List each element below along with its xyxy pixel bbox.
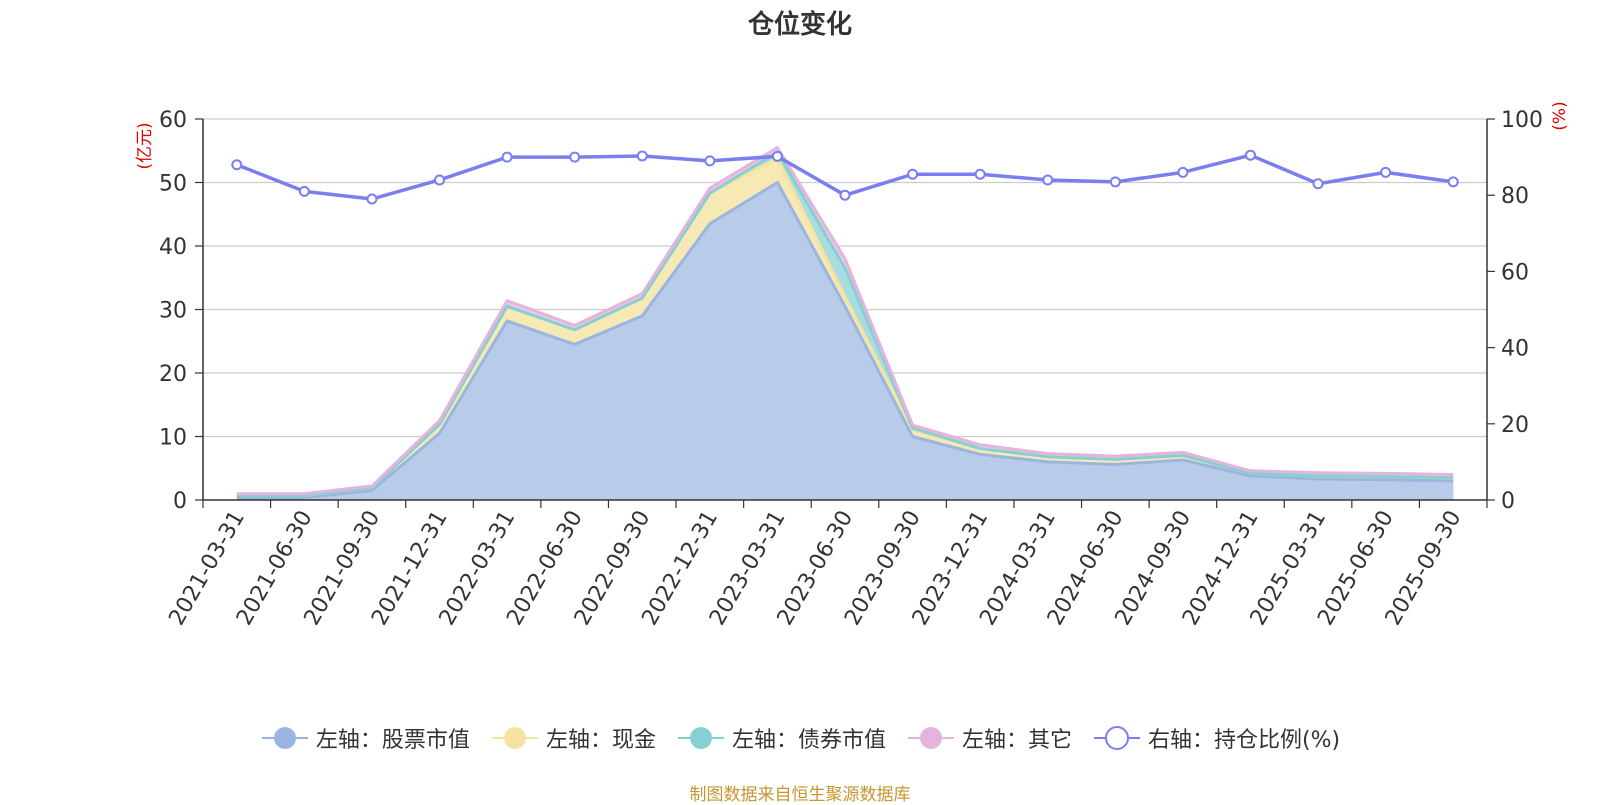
ratio-point	[1244, 149, 1256, 161]
legend-label: 左轴：债券市值	[731, 728, 886, 753]
right-axis-unit: (%)	[1550, 101, 1570, 130]
left-axis-tick-label: 60	[159, 108, 187, 133]
ratio-point	[231, 159, 243, 171]
ratio-point	[366, 193, 378, 205]
legend-swatch-icon	[261, 727, 308, 749]
legend-label: 右轴：持仓比例(%)	[1147, 728, 1341, 753]
left-axis-tick-label: 20	[159, 362, 187, 387]
legend-item[interactable]: 左轴：债券市值	[676, 722, 886, 754]
ratio-point	[1177, 166, 1189, 178]
legend-swatch-marker	[1104, 726, 1129, 750]
left-axis-tick-label: 10	[159, 426, 187, 451]
legend-item[interactable]: 左轴：其它	[906, 722, 1072, 754]
legend-item[interactable]: 左轴：现金	[490, 722, 656, 754]
right-axis-tick-label: 100	[1501, 108, 1543, 133]
legend-label: 左轴：股票市值	[315, 728, 470, 753]
right-axis-tick-label: 80	[1501, 184, 1529, 209]
legend-label: 左轴：现金	[545, 728, 656, 753]
legend-swatch-marker	[503, 727, 526, 749]
legend-label: 左轴：其它	[961, 728, 1072, 753]
ratio-point	[839, 189, 851, 201]
chart-legend: 左轴：股票市值 左轴：现金 左轴：债券市值 左轴：其它 右轴：持仓比例(%)	[0, 722, 1600, 754]
ratio-point	[704, 155, 716, 167]
chart-plot: 0102030405060020406080100(亿元)(%)2021-03-…	[135, 101, 1570, 629]
right-axis-tick-label: 0	[1501, 489, 1515, 514]
ratio-point	[434, 174, 446, 186]
left-axis-tick-label: 40	[159, 235, 187, 260]
ratio-point	[907, 168, 919, 180]
ratio-point	[1312, 178, 1324, 190]
area-0	[236, 182, 1454, 500]
area-line-2	[236, 150, 1454, 498]
source-note: 制图数据来自恒生聚源数据库	[689, 785, 911, 805]
left-axis-tick-label: 0	[173, 489, 187, 514]
ratio-point	[974, 168, 986, 180]
right-axis-tick-label: 60	[1501, 260, 1529, 285]
legend-swatch-marker	[273, 727, 296, 749]
legend-swatch-marker	[689, 727, 712, 749]
legend-swatch-icon	[1093, 726, 1140, 750]
ratio-point	[1447, 176, 1459, 188]
ratio-point	[1380, 166, 1392, 178]
area-line-0	[236, 181, 1454, 500]
left-axis-tick-label: 30	[159, 299, 187, 324]
chart-title: 仓位变化	[747, 10, 852, 40]
legend-item[interactable]: 右轴：持仓比例(%)	[1092, 722, 1340, 754]
right-axis-tick-label: 40	[1501, 337, 1529, 362]
ratio-point	[298, 185, 310, 197]
ratio-point	[501, 151, 513, 163]
ratio-point	[1042, 174, 1054, 186]
right-axis-tick-label: 20	[1501, 413, 1529, 438]
legend-swatch-icon	[677, 727, 724, 749]
legend-swatch-icon	[907, 727, 954, 749]
legend-item[interactable]: 左轴：股票市值	[260, 722, 470, 754]
left-axis-unit: (亿元)	[135, 122, 155, 169]
ratio-point	[1109, 176, 1121, 188]
left-axis-tick-label: 50	[159, 172, 187, 197]
ratio-point	[636, 150, 648, 162]
legend-swatch-marker	[919, 727, 942, 749]
area-line-3	[236, 146, 1454, 496]
legend-swatch-icon	[491, 727, 538, 749]
ratio-point	[771, 150, 783, 162]
ratio-point	[569, 151, 581, 163]
